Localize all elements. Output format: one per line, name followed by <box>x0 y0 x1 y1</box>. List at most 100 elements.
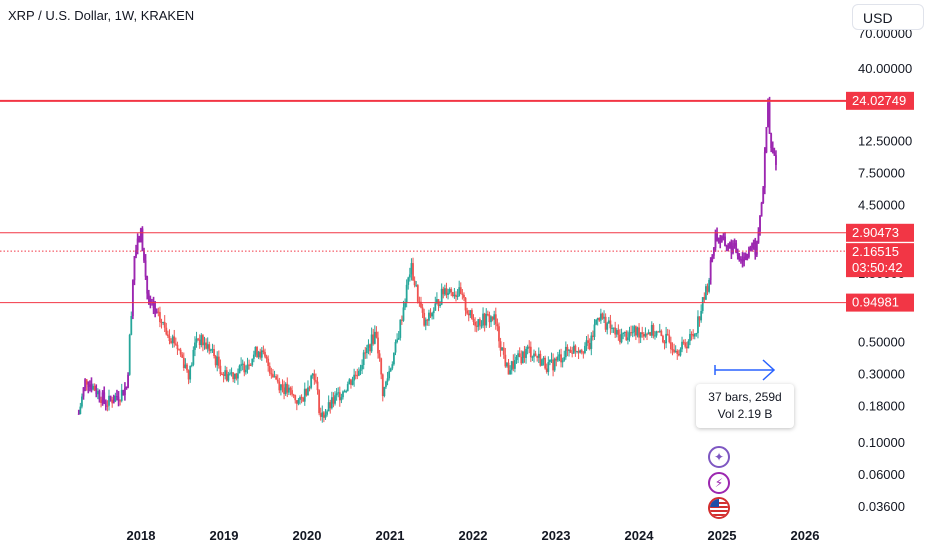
candle-body <box>235 373 238 379</box>
candle-body <box>166 334 169 337</box>
candle-body <box>353 374 356 381</box>
candle-body <box>443 288 446 295</box>
sparkle-icon[interactable]: ✦ <box>708 446 730 468</box>
candle-body <box>358 370 360 376</box>
candle-body <box>488 314 491 323</box>
candle-body <box>388 371 391 379</box>
candle-body <box>738 255 741 261</box>
level-label-bg <box>846 293 914 312</box>
candle-body <box>513 360 516 369</box>
measure-tool <box>714 359 776 381</box>
candle-body <box>681 341 683 350</box>
us-flag-icon[interactable] <box>708 497 730 519</box>
candle-body <box>184 364 187 368</box>
candle-body <box>504 354 507 367</box>
candle-body <box>232 372 235 380</box>
candle-body <box>474 321 477 326</box>
candle-body <box>442 288 445 295</box>
candle-body <box>122 390 125 396</box>
candle-body <box>593 324 596 337</box>
candle-body <box>428 312 430 321</box>
candle-body <box>549 360 551 363</box>
candle-body <box>706 286 709 292</box>
candle-body <box>599 313 602 321</box>
candle-body <box>292 394 295 396</box>
candle-body <box>152 302 155 309</box>
candle-body <box>297 399 300 404</box>
candle-body <box>187 370 190 380</box>
candle-body <box>743 256 746 262</box>
currency-button[interactable]: USD <box>852 4 924 30</box>
lightning-icon[interactable]: ⚡ <box>708 472 730 494</box>
candle-body <box>273 376 276 378</box>
candle-body <box>264 352 266 357</box>
candle-body <box>278 381 281 391</box>
candle-body <box>705 286 707 300</box>
candle-body <box>515 356 518 361</box>
y-tick-label: 40.00000 <box>858 61 912 76</box>
candle-body <box>275 376 278 380</box>
candle-body <box>423 312 426 326</box>
candle-body <box>689 333 691 342</box>
candle-body <box>176 344 179 350</box>
candle-body <box>127 374 129 387</box>
candle-body <box>93 385 96 391</box>
candle-body <box>268 366 271 374</box>
candle-body <box>224 370 227 376</box>
candle-body <box>662 335 664 343</box>
y-axis: 70.0000040.0000012.500007.500004.500001.… <box>846 26 914 514</box>
candle-body <box>413 280 416 286</box>
candle-body <box>588 342 591 349</box>
candle-body <box>622 332 625 335</box>
measure-vol-label: Vol 2.19 B <box>717 407 773 421</box>
candle-body <box>472 318 475 322</box>
candle-body <box>561 360 564 363</box>
candle-body <box>767 102 769 128</box>
candle-body <box>768 102 771 134</box>
candle-body <box>378 353 381 359</box>
candle-body <box>415 285 418 287</box>
candle-body <box>649 332 652 336</box>
level-label: 2.90473 <box>852 225 899 240</box>
candle-body <box>227 374 230 381</box>
candle-body <box>262 350 265 353</box>
candle-body <box>770 133 773 149</box>
candle-body <box>319 413 322 417</box>
candle-body <box>389 368 392 372</box>
candle-body <box>399 319 402 338</box>
candle-body <box>676 350 679 354</box>
x-tick-label: 2024 <box>625 528 655 543</box>
candle-body <box>687 341 690 349</box>
candle-body <box>424 319 427 326</box>
candle-body <box>316 381 319 391</box>
candle-body <box>550 359 553 361</box>
candle-body <box>762 187 765 204</box>
candle-body <box>208 344 211 351</box>
candle-body <box>674 350 677 353</box>
candle-body <box>486 313 489 315</box>
candle-body <box>254 346 257 355</box>
candle-body <box>518 353 521 358</box>
candle-body <box>240 364 243 366</box>
measure-bars-label: 37 bars, 259d <box>708 390 782 404</box>
candle-body <box>601 313 604 319</box>
candle-body <box>596 318 599 320</box>
candle-body <box>692 334 695 337</box>
candle-body <box>735 243 738 253</box>
candle-body <box>582 352 585 354</box>
candle-body <box>397 337 400 340</box>
candle-body <box>459 287 462 294</box>
candle-body <box>478 319 481 326</box>
candle-body <box>346 384 349 391</box>
candle-body <box>631 332 634 334</box>
candle-body <box>189 365 192 380</box>
candle-body <box>88 384 91 388</box>
candle-body <box>475 325 478 327</box>
level-label: 0.94981 <box>852 295 899 310</box>
candle-body <box>458 287 461 297</box>
candle-body <box>628 332 631 338</box>
candle-body <box>365 347 368 353</box>
candle-body <box>466 310 469 314</box>
